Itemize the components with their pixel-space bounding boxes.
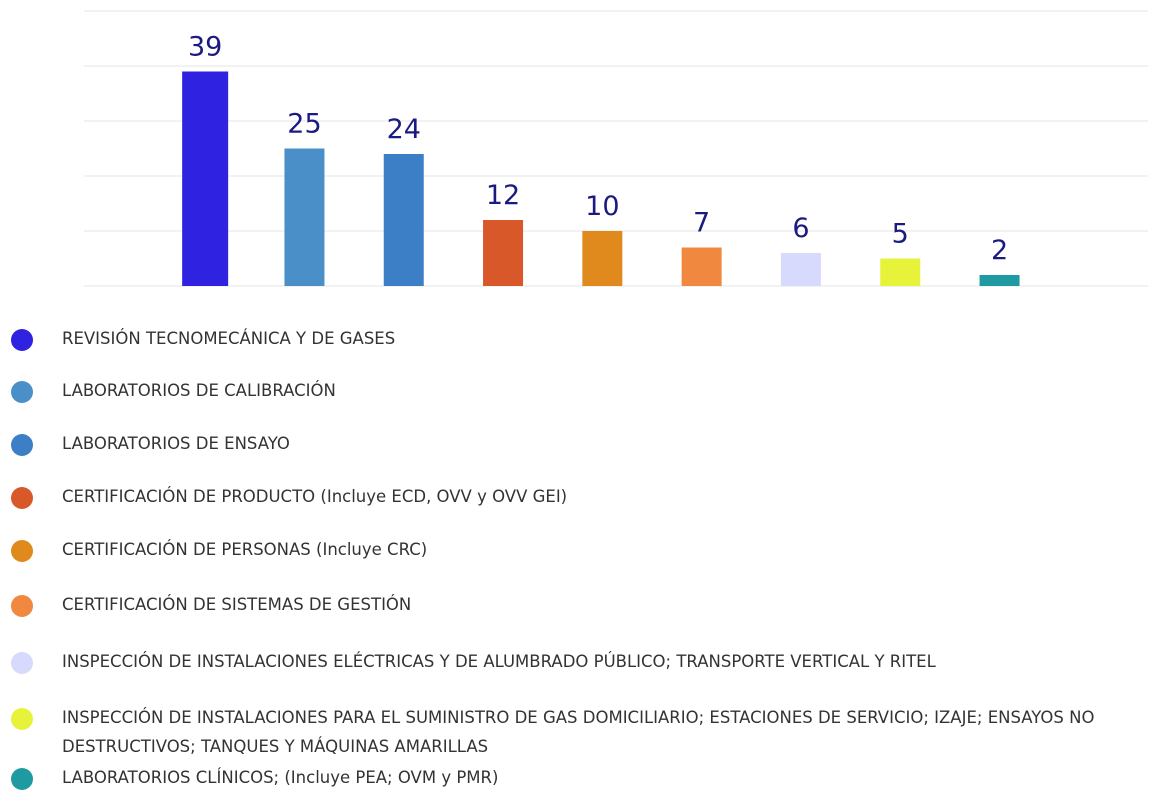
legend-label: LABORATORIOS CLÍNICOS; (Incluye PEA; OVM… bbox=[62, 768, 499, 787]
bar bbox=[582, 231, 623, 286]
legend-label: REVISIÓN TECNOMECÁNICA Y DE GASES bbox=[62, 329, 396, 348]
legend-label: CERTIFICACIÓN DE SISTEMAS DE GESTIÓN bbox=[62, 595, 412, 614]
chart: 39 25 24 12 10 7 6 5 2 bbox=[84, 10, 1148, 287]
value-label: 39 bbox=[188, 32, 222, 63]
legend-label: CERTIFICACIÓN DE PERSONAS (Incluye CRC) bbox=[62, 540, 428, 559]
value-label: 2 bbox=[991, 235, 1008, 266]
value-label: 5 bbox=[892, 219, 909, 250]
value-label: 25 bbox=[287, 109, 321, 140]
legend-swatch bbox=[11, 381, 33, 403]
bar bbox=[483, 220, 524, 286]
value-label: 10 bbox=[585, 191, 619, 222]
bar bbox=[780, 253, 821, 286]
legend-swatch bbox=[11, 652, 33, 674]
legend-swatch bbox=[11, 434, 33, 456]
value-label: 6 bbox=[792, 213, 809, 244]
legend-swatch bbox=[11, 329, 33, 351]
bar bbox=[979, 275, 1020, 286]
legend-label: LABORATORIOS DE ENSAYO bbox=[62, 434, 290, 453]
value-label: 12 bbox=[486, 180, 520, 211]
legend-label: INSPECCIÓN DE INSTALACIONES PARA EL SUMI… bbox=[62, 708, 1095, 756]
legend-label: INSPECCIÓN DE INSTALACIONES ELÉCTRICAS Y… bbox=[62, 652, 936, 671]
bar bbox=[284, 148, 325, 286]
legend-swatch bbox=[11, 487, 33, 509]
value-label: 24 bbox=[387, 114, 421, 145]
value-label: 7 bbox=[693, 208, 710, 239]
bar bbox=[880, 258, 921, 286]
legend-swatch bbox=[11, 768, 33, 790]
legend-swatch bbox=[11, 595, 33, 617]
bar bbox=[182, 71, 229, 286]
legend-swatch bbox=[11, 540, 33, 562]
legend-swatch bbox=[11, 708, 33, 730]
legend-label: LABORATORIOS DE CALIBRACIÓN bbox=[62, 381, 336, 400]
legend-label: CERTIFICACIÓN DE PRODUCTO (Incluye ECD, … bbox=[62, 487, 568, 506]
bar bbox=[383, 154, 424, 286]
bar bbox=[681, 247, 722, 286]
